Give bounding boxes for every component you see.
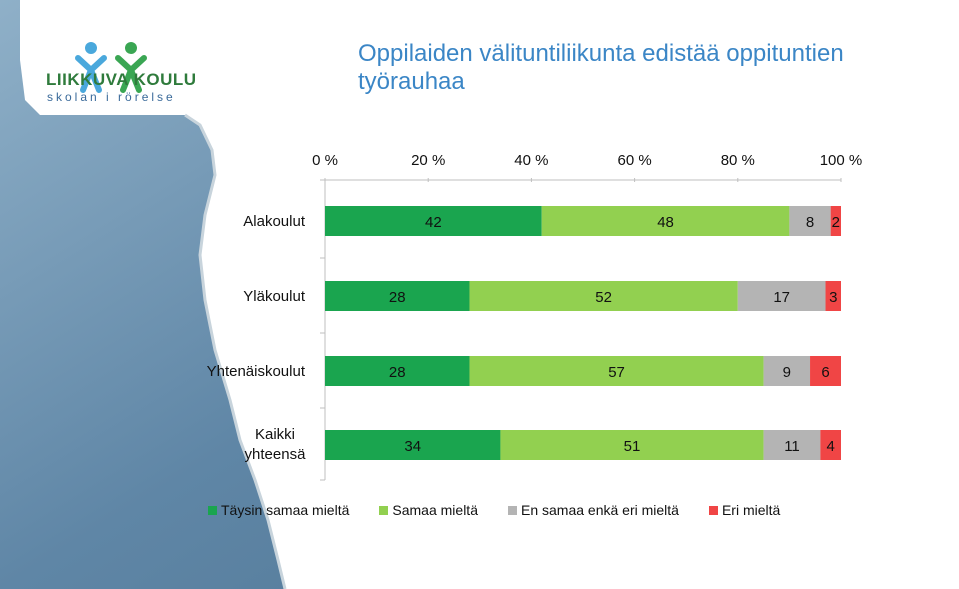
- data-label: 51: [624, 438, 641, 455]
- x-tick-label: 20 %: [411, 152, 445, 169]
- data-label: 3: [829, 289, 837, 306]
- bar-segment: [469, 356, 764, 386]
- legend-item-tays: Täysin samaa mieltä: [208, 502, 349, 518]
- legend-item-en: En samaa enkä eri mieltä: [507, 502, 679, 518]
- legend-item-samaa: Samaa mieltä: [379, 502, 478, 518]
- x-tick-label: 100 %: [820, 152, 863, 169]
- chart-title: Oppilaiden välituntiliikunta edistää opp…: [358, 40, 844, 95]
- bar-segment: [825, 281, 841, 311]
- bar-segment: [541, 206, 790, 236]
- legend-swatch-eri: [708, 505, 718, 515]
- stacked-bar-chart: 0 % 20 % 40 % 60 % 80 % 100 % Alakoulut Yläkoul…: [207, 152, 863, 481]
- logo-tagline: skolan i rörelse: [47, 90, 176, 104]
- data-label: 48: [657, 214, 674, 231]
- category-label: Yhtenäiskoulut: [207, 363, 306, 380]
- bar-segment: [810, 356, 841, 386]
- legend: Täysin samaa mieltä Samaa mieltä En sama…: [208, 502, 780, 518]
- x-tick-label: 80 %: [721, 152, 755, 169]
- data-label: 42: [425, 214, 442, 231]
- bar-segment: [325, 430, 501, 460]
- bar-segment: [763, 430, 821, 460]
- legend-item-eri: Eri mieltä: [708, 502, 781, 518]
- legend-label-tays: Täysin samaa mieltä: [221, 502, 350, 518]
- data-label: 17: [773, 289, 790, 306]
- x-tick-label: 0 %: [312, 152, 338, 169]
- data-label: 2: [832, 214, 840, 231]
- bar-segment: [789, 206, 831, 236]
- category-label: yhteensä: [245, 446, 307, 463]
- data-label: 11: [784, 438, 800, 455]
- legend-label-eri: Eri mieltä: [721, 502, 781, 518]
- bar-segment: [500, 430, 764, 460]
- legend-swatch-en: [507, 505, 517, 515]
- x-tick-label: 40 %: [514, 152, 548, 169]
- data-label: 52: [595, 289, 612, 306]
- legend-label-en: En samaa enkä eri mieltä: [520, 502, 679, 518]
- bar-segment: [737, 281, 826, 311]
- data-label: 6: [821, 364, 829, 381]
- data-label: 28: [389, 364, 406, 381]
- bar-segment: [820, 430, 841, 460]
- category-label: Kaikki: [255, 426, 295, 443]
- category-label: Alakoulut: [243, 213, 306, 230]
- legend-label-samaa: Samaa mieltä: [392, 502, 478, 518]
- legend-swatch-samaa: [379, 505, 389, 515]
- bar-segment: [325, 356, 470, 386]
- data-label: 4: [827, 438, 835, 455]
- data-label: 28: [389, 289, 406, 306]
- data-label: 57: [608, 364, 625, 381]
- bar-segment: [469, 281, 738, 311]
- logo-icon: [75, 42, 147, 93]
- bar-segment: [830, 206, 841, 236]
- data-label: 8: [806, 214, 814, 231]
- x-tick-label: 60 %: [617, 152, 651, 169]
- data-label: 9: [783, 364, 791, 381]
- logo-name: LIIKKUVA KOULU: [46, 70, 197, 89]
- data-label: 34: [404, 438, 421, 455]
- bar-segment: [325, 281, 470, 311]
- bar-segment: [325, 206, 542, 236]
- legend-swatch-tays: [208, 505, 217, 515]
- category-label: Yläkoulut: [243, 288, 306, 305]
- bar-segment: [763, 356, 811, 386]
